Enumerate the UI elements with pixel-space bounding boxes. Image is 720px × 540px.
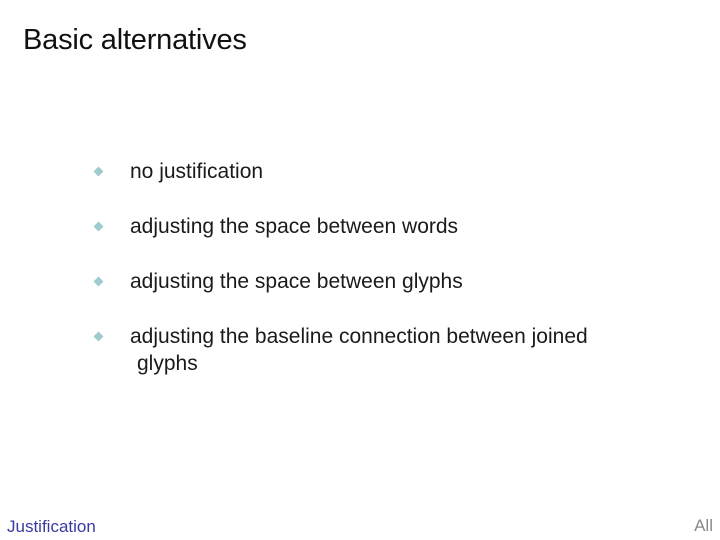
bullet-list: no justification adjusting the space bet… xyxy=(92,158,672,377)
list-item: adjusting the baseline connection betwee… xyxy=(92,323,672,377)
diamond-bullet-icon xyxy=(93,221,104,232)
bullet-text: adjusting the space between glyphs xyxy=(130,270,463,293)
bullet-text: no justification xyxy=(130,160,264,183)
diamond-bullet-icon xyxy=(93,331,104,342)
slide-title: Basic alternatives xyxy=(23,24,247,56)
section-link[interactable]: Justification xyxy=(7,517,96,536)
bullet-text: adjusting the space between words xyxy=(130,215,459,238)
bullet-text-continuation: glyphs xyxy=(137,352,198,375)
diamond-bullet-icon xyxy=(93,276,104,287)
list-item: no justification xyxy=(92,158,672,185)
list-item: adjusting the space between glyphs xyxy=(92,268,672,295)
diamond-bullet-icon xyxy=(93,166,104,177)
bullet-text: adjusting the baseline connection betwee… xyxy=(130,325,588,348)
nav-all-link[interactable]: All xyxy=(694,516,713,535)
list-item: adjusting the space between words xyxy=(92,213,672,240)
